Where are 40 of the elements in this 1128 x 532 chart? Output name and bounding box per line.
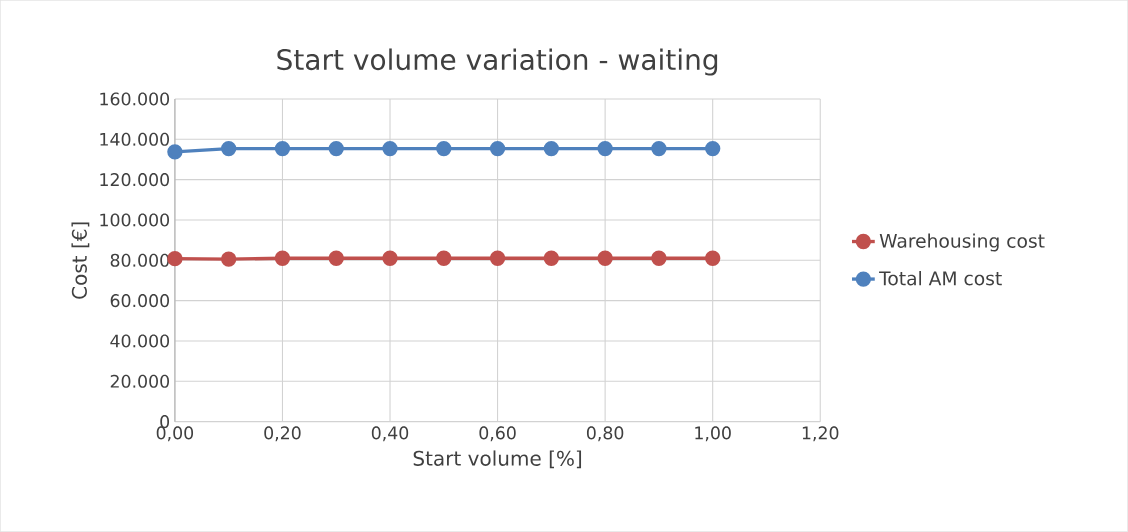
x-tick-label: 0,80	[586, 426, 624, 442]
y-tick-label: 100.000	[100, 213, 170, 227]
point	[382, 140, 398, 157]
y-tick-label: 80.000	[110, 253, 170, 267]
x-tick-label: 0,20	[264, 426, 301, 442]
legend-label: Warehousing cost	[879, 233, 1045, 252]
point	[651, 250, 667, 266]
point	[221, 251, 237, 267]
y-tick-label: 40.000	[110, 334, 170, 348]
point	[221, 140, 237, 157]
point	[328, 250, 344, 266]
point	[705, 250, 721, 266]
point	[543, 140, 560, 157]
point	[167, 144, 183, 160]
point	[489, 140, 506, 157]
point	[436, 250, 452, 266]
x-tick-label: 1,20	[802, 426, 839, 442]
chart-title: Start volume variation - waiting	[277, 48, 718, 76]
y-tick-label: 140.000	[100, 132, 170, 146]
point	[382, 250, 398, 266]
point	[651, 140, 667, 157]
y-tick-label: 160.000	[100, 92, 170, 106]
y-tick-label: 120.000	[100, 173, 170, 187]
x-axis-title: Start volume [%]	[413, 450, 582, 469]
point	[489, 250, 506, 266]
y-axis-title: Cost [€]	[71, 222, 90, 299]
point	[274, 140, 291, 157]
legend-label: Total AM cost	[879, 270, 1002, 286]
point	[328, 140, 344, 157]
point	[705, 140, 721, 157]
point	[543, 250, 560, 266]
y-tick-label: 20.000	[110, 374, 170, 388]
point	[597, 140, 613, 157]
point	[436, 140, 452, 157]
x-tick-label: 0,40	[371, 426, 409, 442]
x-tick-label: 1,00	[695, 426, 731, 442]
point	[274, 250, 291, 266]
point	[597, 250, 613, 266]
x-tick-label: 0,60	[479, 426, 516, 442]
y-tick-label: 60.000	[110, 294, 170, 308]
